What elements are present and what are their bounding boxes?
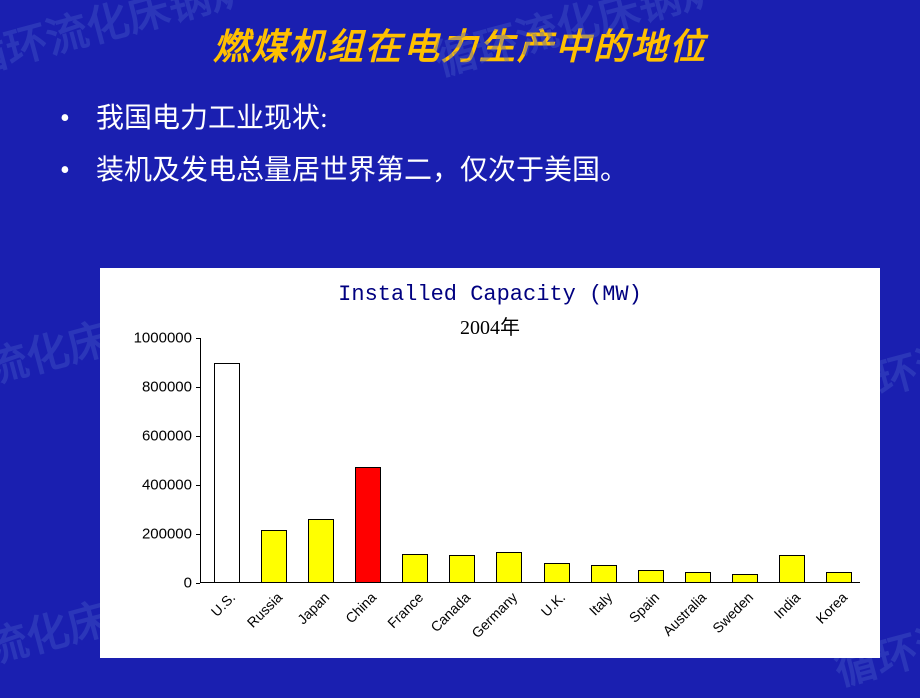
x-tick-label: Spain bbox=[608, 589, 662, 643]
x-tick-label: Japan bbox=[278, 589, 332, 643]
y-tick-label: 200000 bbox=[130, 526, 192, 543]
bullet-list: • 我国电力工业现状: • 装机及发电总量居世界第二，仅次于美国。 bbox=[60, 98, 870, 192]
bar bbox=[732, 574, 758, 583]
x-tick-label: Italy bbox=[561, 589, 615, 643]
y-tick-mark bbox=[196, 534, 200, 535]
chart-title: Installed Capacity (MW) bbox=[100, 282, 880, 307]
bar bbox=[261, 530, 287, 583]
x-axis bbox=[200, 582, 860, 583]
chart-plot-area: 02000004000006000008000001000000U.S.Russ… bbox=[200, 338, 860, 583]
x-tick-label: U.S. bbox=[184, 589, 238, 643]
x-tick-label: India bbox=[750, 589, 804, 643]
slide-title: 燃煤机组在电力生产中的地位 bbox=[0, 0, 920, 70]
bar bbox=[544, 563, 570, 583]
y-tick-label: 400000 bbox=[130, 477, 192, 494]
bar bbox=[685, 572, 711, 583]
bar bbox=[449, 555, 475, 583]
y-tick-mark bbox=[196, 436, 200, 437]
y-tick-mark bbox=[196, 338, 200, 339]
bullet-item: • 装机及发电总量居世界第二，仅次于美国。 bbox=[60, 150, 870, 192]
y-tick-label: 1000000 bbox=[130, 330, 192, 347]
bar bbox=[214, 363, 240, 584]
bar bbox=[496, 552, 522, 583]
bar bbox=[402, 554, 428, 583]
y-tick-label: 800000 bbox=[130, 379, 192, 396]
y-axis bbox=[200, 338, 201, 583]
chart-subtitle: 2004年 bbox=[100, 311, 880, 340]
bar bbox=[779, 555, 805, 583]
bar bbox=[591, 565, 617, 583]
y-tick-label: 600000 bbox=[130, 428, 192, 445]
bullet-marker: • bbox=[60, 98, 96, 140]
x-tick-label: Australia bbox=[656, 589, 710, 643]
bullet-marker: • bbox=[60, 150, 96, 192]
bullet-text: 装机及发电总量居世界第二，仅次于美国。 bbox=[96, 150, 628, 192]
bullet-item: • 我国电力工业现状: bbox=[60, 98, 870, 140]
y-tick-mark bbox=[196, 583, 200, 584]
y-tick-mark bbox=[196, 387, 200, 388]
chart-container: Installed Capacity (MW) 2004年 0200000400… bbox=[100, 268, 880, 658]
x-tick-label: U.K. bbox=[514, 589, 568, 643]
y-tick-label: 0 bbox=[130, 575, 192, 592]
bar bbox=[355, 467, 381, 583]
x-tick-label: China bbox=[326, 589, 380, 643]
bar bbox=[308, 519, 334, 583]
x-tick-label: Sweden bbox=[703, 589, 757, 643]
bullet-text: 我国电力工业现状: bbox=[96, 98, 328, 140]
x-tick-label: Germany bbox=[467, 589, 521, 643]
x-tick-label: France bbox=[373, 589, 427, 643]
y-tick-mark bbox=[196, 485, 200, 486]
x-tick-label: Korea bbox=[797, 589, 851, 643]
x-tick-label: Russia bbox=[231, 589, 285, 643]
x-tick-label: Canada bbox=[420, 589, 474, 643]
bar bbox=[826, 572, 852, 583]
bar bbox=[638, 570, 664, 583]
